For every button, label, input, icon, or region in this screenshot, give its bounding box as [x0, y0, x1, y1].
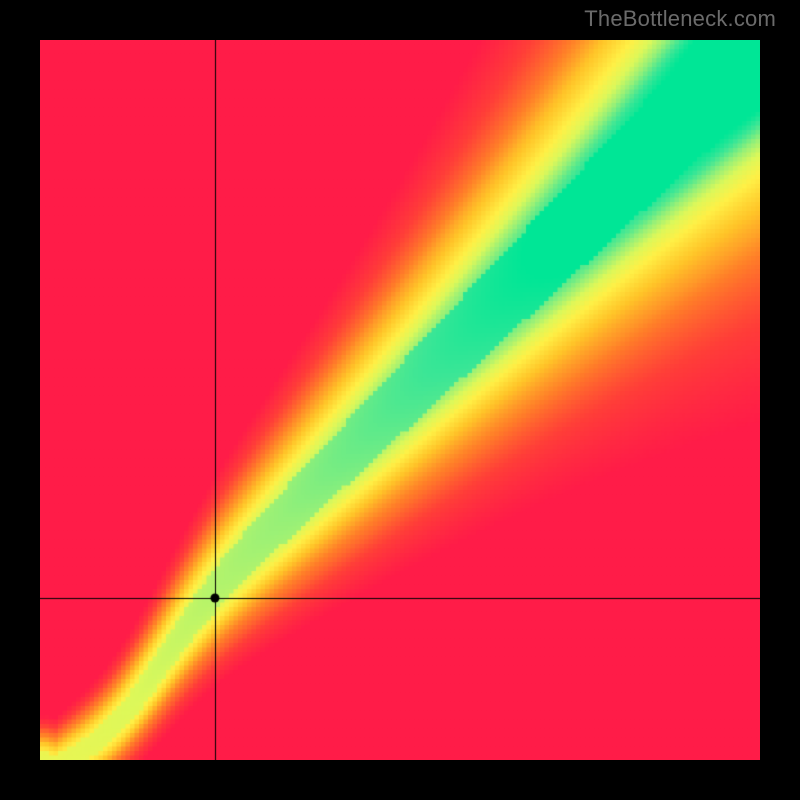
- watermark-text: TheBottleneck.com: [584, 6, 776, 32]
- page-root: TheBottleneck.com: [0, 0, 800, 800]
- heatmap-plot-area: [40, 40, 760, 760]
- heatmap-canvas: [40, 40, 760, 760]
